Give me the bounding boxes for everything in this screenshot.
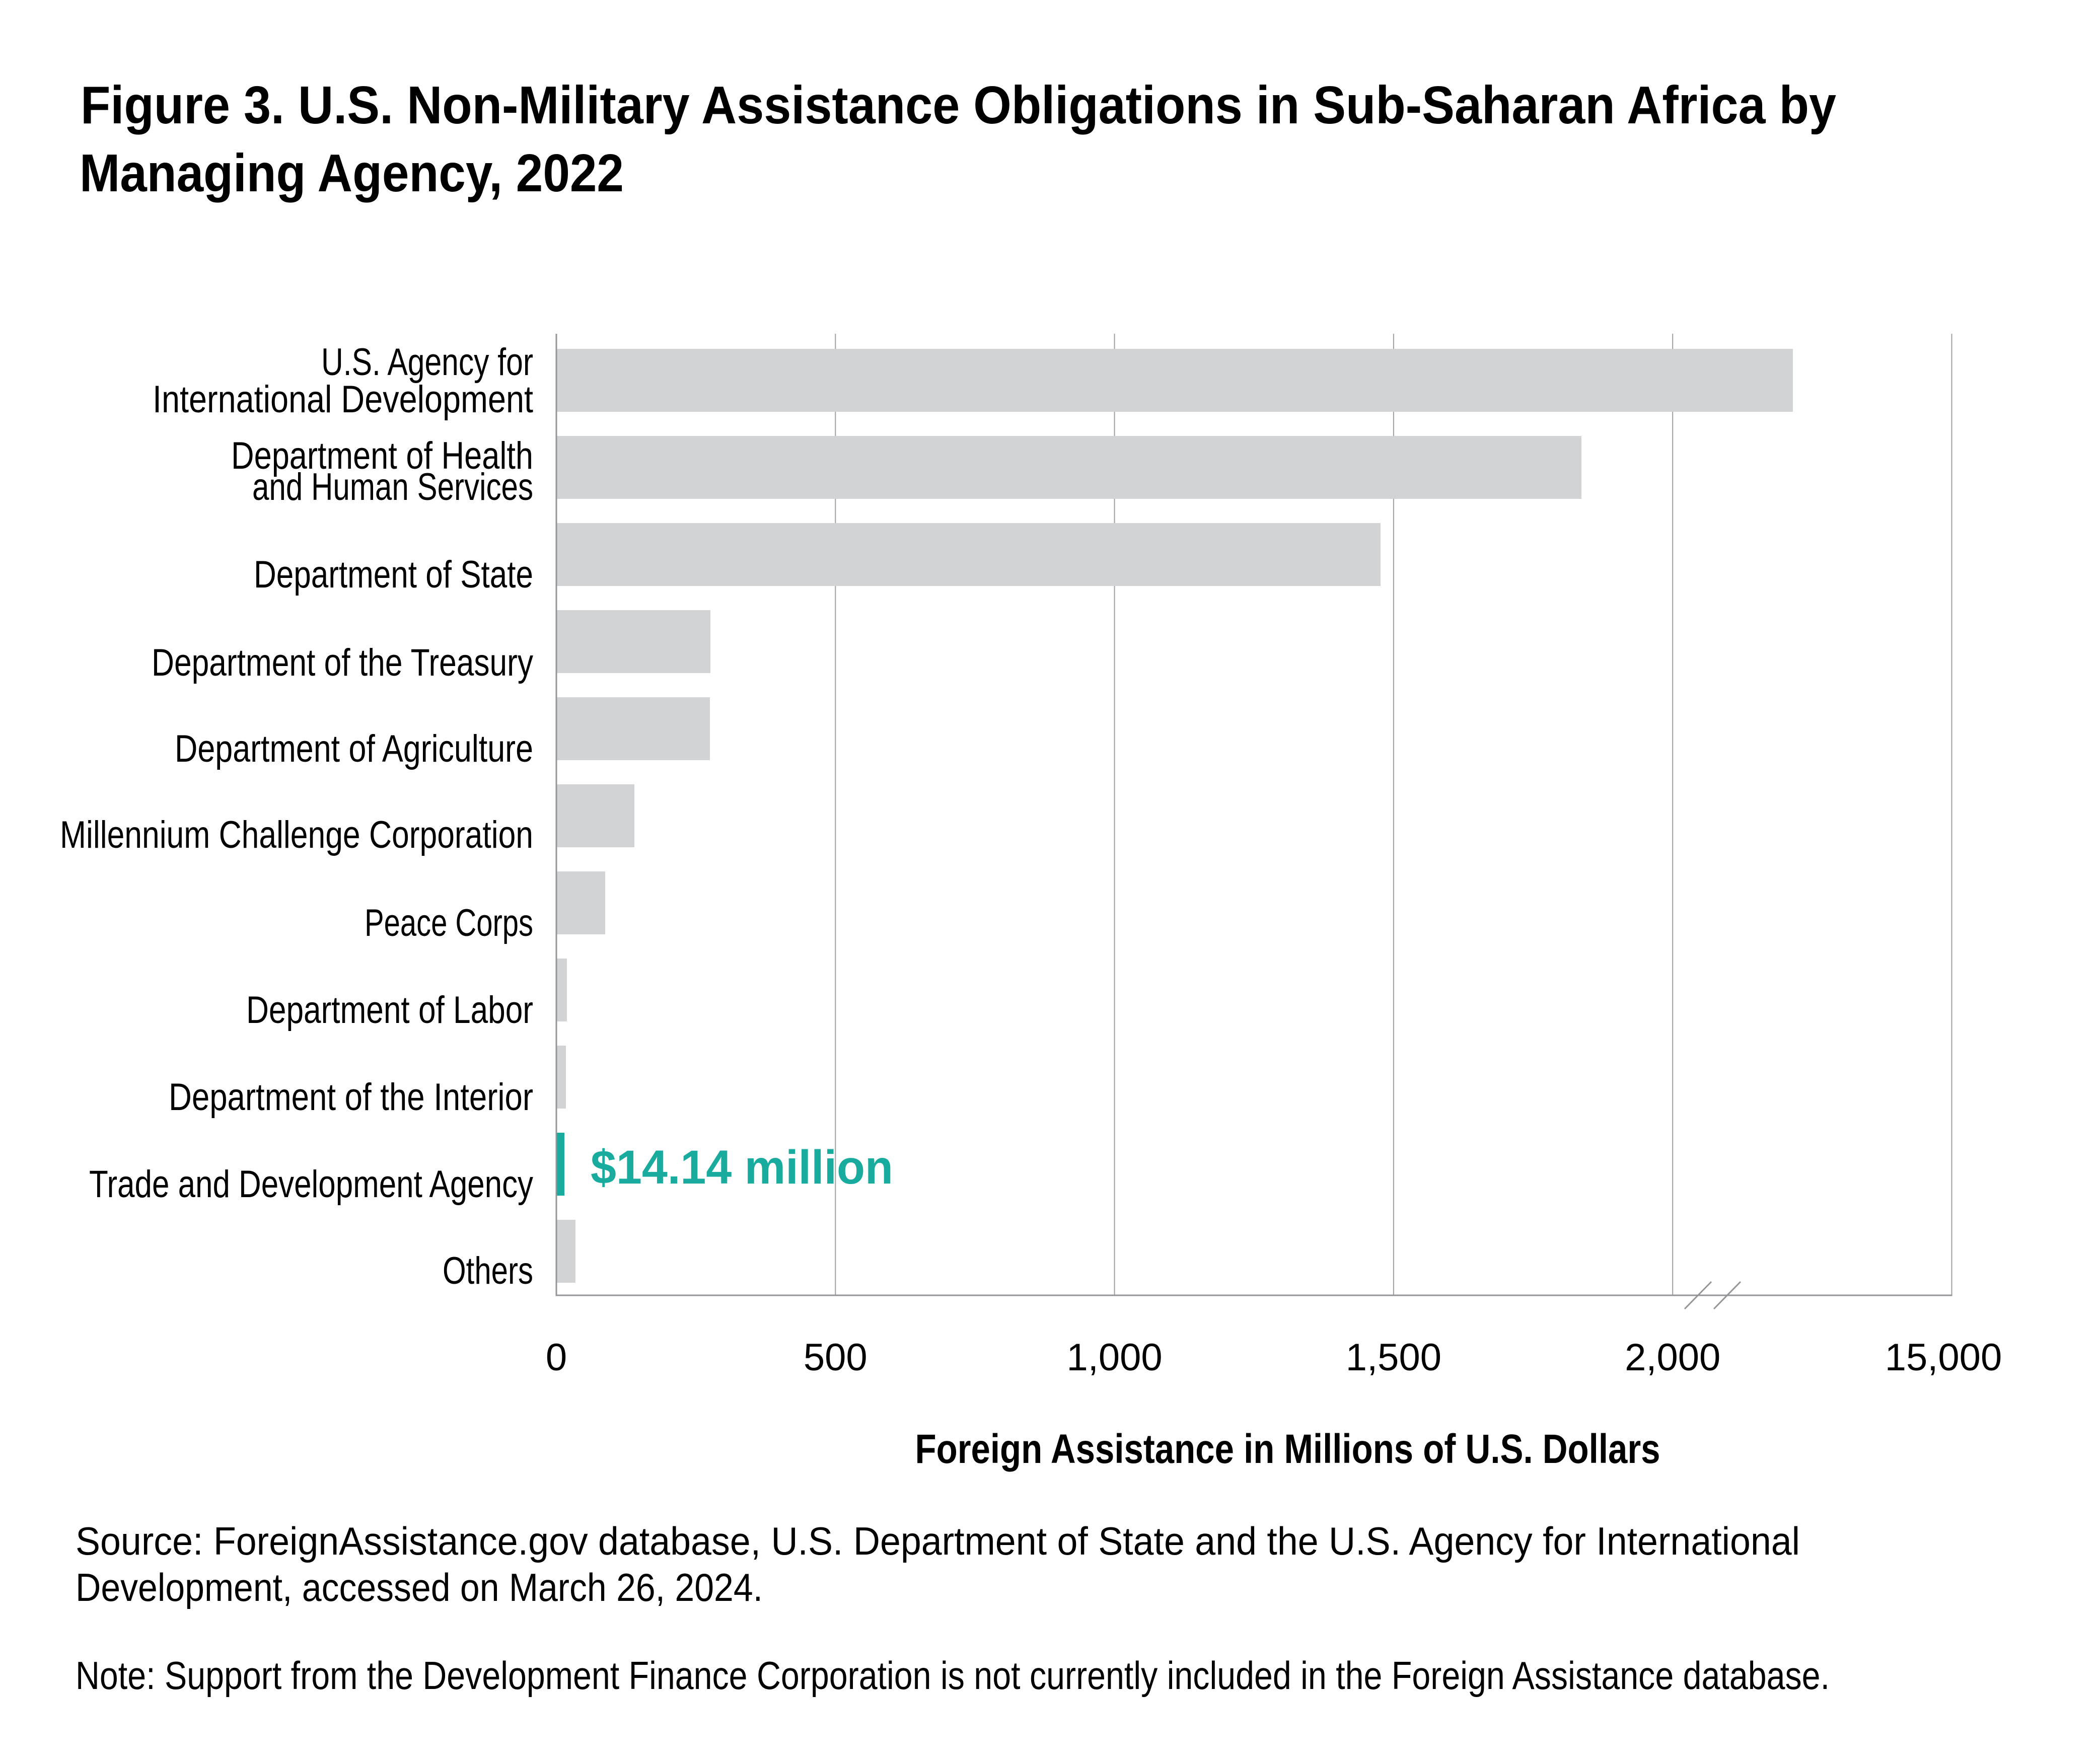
svg-text:15,000: 15,000 [1885,1336,2002,1379]
svg-text:Department of Health: Department of Health [231,434,533,477]
svg-text:Foreign Assistance in Millions: Foreign Assistance in Millions of U.S. D… [915,1426,1660,1472]
svg-text:International Development: International Development [153,378,533,421]
svg-text:Others: Others [443,1250,533,1292]
svg-text:U.S. Agency for: U.S. Agency for [321,341,533,384]
svg-text:1,000: 1,000 [1067,1336,1163,1379]
svg-text:$14.14 million: $14.14 million [591,1141,893,1194]
svg-text:Department of Agriculture: Department of Agriculture [175,727,533,770]
svg-text:500: 500 [804,1336,867,1379]
svg-text:Figure 3. U.S. Non-Military As: Figure 3. U.S. Non-Military Assistance O… [81,76,1836,135]
svg-text:Department of State: Department of State [254,553,533,596]
svg-text:Source: ForeignAssistance.gov: Source: ForeignAssistance.gov database, … [76,1519,1800,1563]
svg-text:Peace Corps: Peace Corps [365,902,533,944]
svg-text:Note: Support from the Develop: Note: Support from the Development Finan… [76,1653,1830,1698]
svg-text:Department of the Treasury: Department of the Treasury [152,641,533,684]
svg-text:2,000: 2,000 [1625,1336,1720,1379]
svg-text:Department of Labor: Department of Labor [246,989,533,1032]
svg-text:and Human Services: and Human Services [252,466,533,508]
svg-text:Development, accessed on March: Development, accessed on March 26, 2024. [76,1565,763,1609]
svg-text:Millennium Challenge Corporati: Millennium Challenge Corporation [60,814,533,856]
svg-text:Trade and Development Agency: Trade and Development Agency [89,1163,533,1206]
svg-text:1,500: 1,500 [1346,1336,1441,1379]
svg-text:Department of the Interior: Department of the Interior [169,1076,533,1119]
svg-text:0: 0 [546,1336,567,1379]
svg-text:Managing Agency, 2022: Managing Agency, 2022 [80,143,624,203]
